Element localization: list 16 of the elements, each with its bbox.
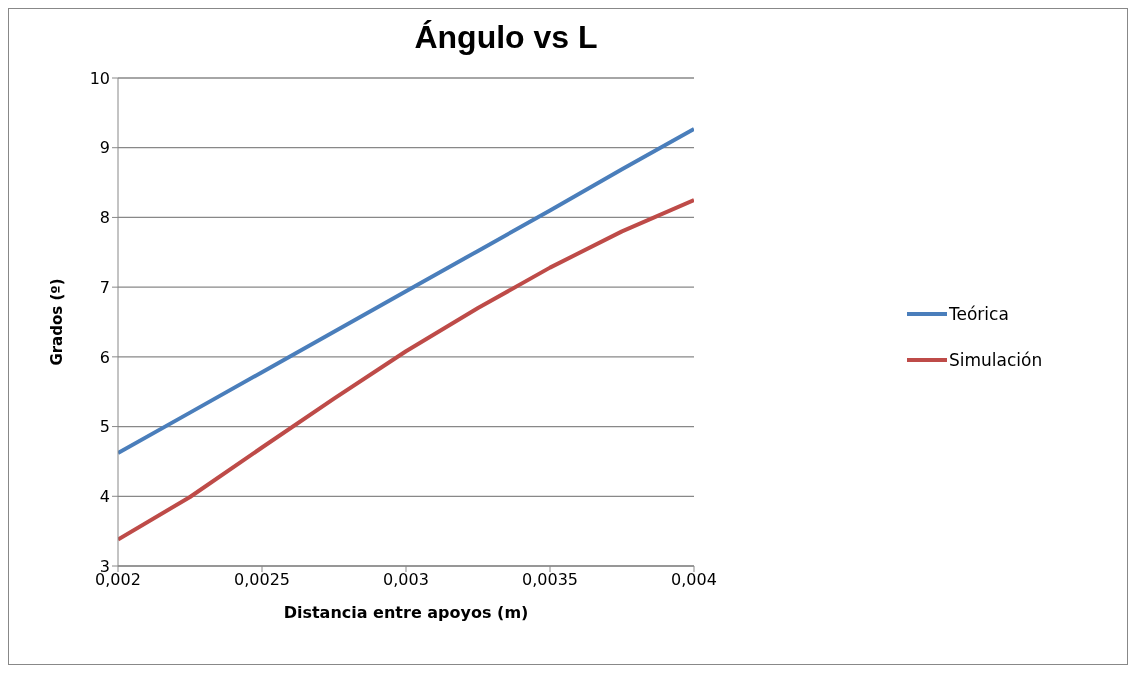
y-axis-title: Grados (º) <box>48 278 67 366</box>
y-tick-label: 6 <box>99 347 110 367</box>
chart-title: Ángulo vs L <box>413 19 599 56</box>
y-tick-label: 8 <box>99 208 110 228</box>
y-tick-label: 7 <box>99 277 110 297</box>
legend-label: Simulación <box>949 349 1043 370</box>
legend-label: Teórica <box>949 303 1009 324</box>
y-tick-label: 4 <box>99 486 110 506</box>
y-tick-label: 5 <box>99 417 110 437</box>
y-tick-label: 9 <box>99 138 110 158</box>
x-tick-label: 0,0025 <box>234 570 290 590</box>
x-tick-label: 0,0035 <box>522 570 578 590</box>
x-tick-label: 0,004 <box>671 570 717 590</box>
x-tick-label: 0,003 <box>383 570 429 590</box>
y-tick-label: 10 <box>89 68 110 88</box>
x-axis-title: Distancia entre apoyos (m) <box>283 603 529 622</box>
